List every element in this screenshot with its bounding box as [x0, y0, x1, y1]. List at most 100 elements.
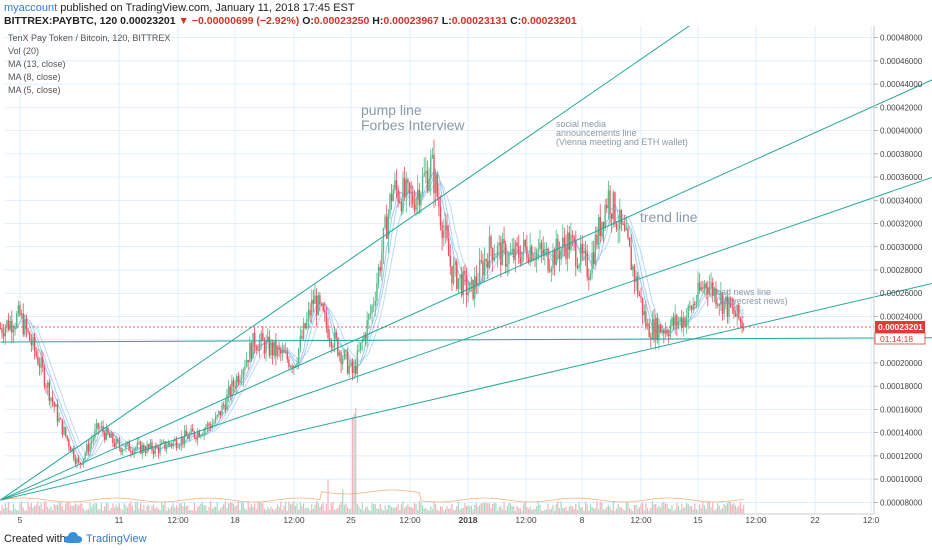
volume-bar: [25, 510, 28, 514]
volume-bar: [677, 505, 680, 514]
volume-bar: [177, 507, 179, 514]
candle-body: [430, 157, 432, 180]
y-tick-label: 0.00044000: [880, 80, 923, 89]
candle-body: [410, 192, 412, 194]
candle-body: [351, 361, 354, 374]
candle-body: [643, 311, 645, 316]
volume-bar: [575, 503, 577, 514]
volume-bar: [451, 503, 453, 514]
candle-body: [144, 451, 147, 453]
volume-bar: [655, 504, 657, 514]
candle-body: [138, 441, 140, 443]
volume-bar: [216, 502, 218, 514]
volume-bar: [203, 505, 205, 514]
volume-bar: [619, 506, 621, 514]
candle-body: [477, 283, 479, 285]
volume-bar: [241, 502, 243, 514]
volume-bar: [327, 479, 329, 514]
volume-bar: [643, 510, 645, 514]
volume-bar: [205, 505, 207, 514]
volume-bar: [260, 502, 262, 514]
volume-bar: [294, 505, 297, 514]
low-label: L:: [441, 15, 452, 27]
candle-body: [576, 266, 579, 268]
volume-bar: [307, 507, 310, 514]
volume-bar: [461, 508, 463, 514]
account-link[interactable]: myaccount: [4, 2, 58, 14]
candle-body: [242, 369, 244, 379]
volume-bar: [247, 502, 249, 514]
close-value: 0.00023201: [521, 15, 577, 27]
candle-body: [136, 442, 139, 448]
candle-body: [50, 397, 52, 401]
candle-body: [676, 315, 678, 326]
candle-body: [596, 234, 598, 245]
candle-body: [315, 295, 318, 316]
candle-body: [457, 278, 460, 289]
volume-bar: [332, 502, 334, 514]
volume-bar: [642, 502, 644, 514]
candle-body: [638, 294, 641, 296]
candle-body: [447, 238, 450, 257]
candle-body: [342, 358, 344, 364]
volume-bar: [22, 507, 24, 514]
candle-body: [522, 240, 525, 252]
candle-body: [694, 303, 696, 305]
candle-body: [121, 450, 124, 453]
candle-body: [386, 216, 388, 239]
candle-body: [195, 437, 197, 440]
volume-bar: [210, 501, 212, 514]
volume-bar: [4, 503, 6, 514]
volume-bar: [197, 507, 199, 514]
volume-bar: [234, 506, 236, 514]
volume-bar: [268, 509, 270, 514]
candle-body: [240, 378, 243, 380]
candle-body: [685, 318, 688, 327]
volume-bar: [607, 504, 609, 514]
volume-bar: [170, 506, 173, 514]
candle-body: [161, 442, 163, 445]
candle-body: [268, 336, 271, 356]
volume-bar: [293, 501, 295, 514]
candle-body: [439, 206, 442, 226]
price-chart[interactable]: TenX Pay Token / Bitcoin, 120, BITTREX V…: [0, 26, 932, 528]
volume-bar: [333, 510, 336, 514]
candle-body: [169, 442, 171, 445]
candle-body: [346, 351, 349, 374]
y-tick-label: 0.00014000: [880, 429, 923, 438]
volume-bar: [377, 508, 380, 514]
candle-body: [509, 253, 512, 255]
candle-body: [438, 196, 440, 207]
volume-bar: [637, 508, 639, 514]
candle-body: [555, 238, 557, 265]
volume-bar: [659, 507, 662, 514]
annotation-forbes: Forbes Interview: [361, 117, 465, 133]
candle-body: [156, 445, 158, 448]
tradingview-link[interactable]: TradingView: [86, 533, 147, 545]
candle-body: [402, 178, 404, 212]
candle-body: [498, 242, 500, 246]
volume-bar: [446, 506, 448, 514]
volume-bar: [418, 501, 420, 514]
candle-body: [255, 347, 258, 350]
volume-bar: [664, 503, 667, 514]
volume-bar: [92, 504, 94, 514]
candle-body: [474, 276, 476, 299]
candle-body: [451, 266, 453, 284]
candle-body: [40, 357, 42, 368]
candle-body: [405, 179, 407, 197]
volume-bar: [45, 501, 47, 514]
candle-body: [449, 256, 451, 267]
volume-bar: [211, 508, 213, 514]
candle-body: [501, 239, 504, 266]
candle-body: [143, 445, 145, 452]
y-tick-label: 0.00016000: [880, 405, 923, 414]
candle-body: [369, 313, 372, 315]
candle-body: [37, 356, 39, 365]
candle-body: [247, 359, 249, 363]
candle-body: [60, 418, 62, 420]
volume-bar: [187, 505, 189, 514]
candle-body: [123, 449, 125, 451]
volume-bar: [583, 510, 585, 514]
volume-bar: [11, 510, 13, 514]
